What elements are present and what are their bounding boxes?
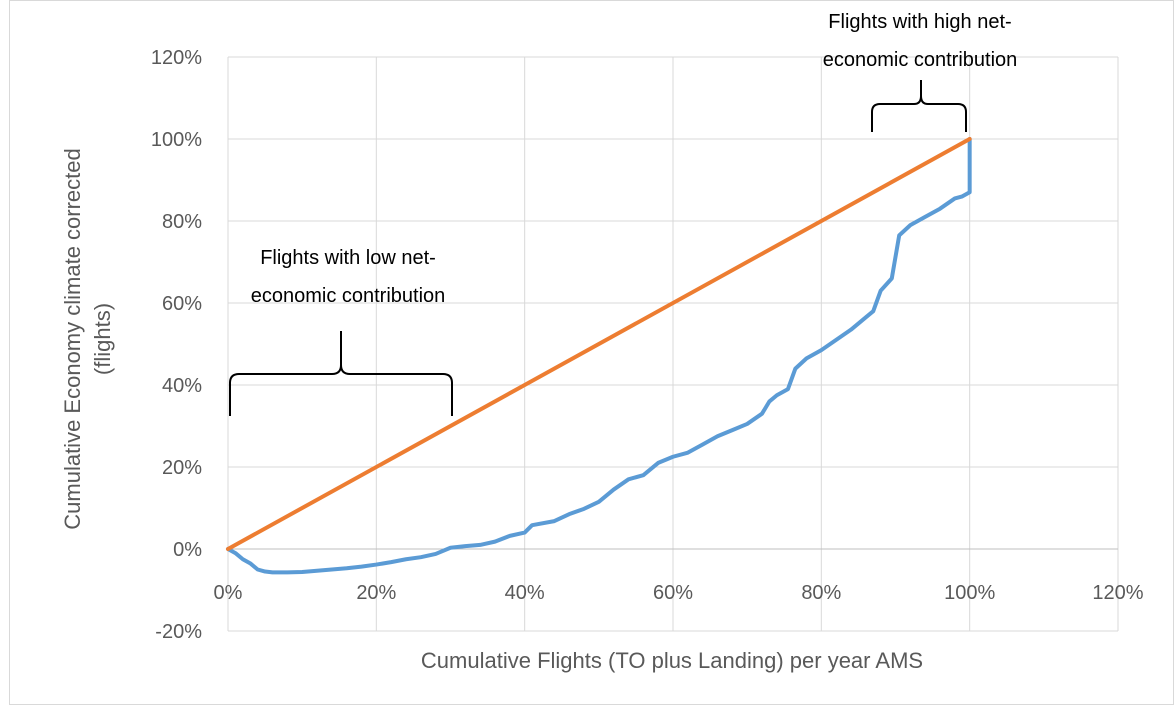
annotation-high-line-2: economic contribution: [823, 49, 1018, 71]
x-tick-labels: 0% 20% 40% 60% 80% 100% 120%: [214, 582, 1144, 604]
x-tick-label: 0%: [214, 582, 243, 604]
series-lines: [226, 137, 972, 575]
y-tick-label: 20%: [162, 457, 202, 479]
x-tick-label: 100%: [944, 582, 995, 604]
annotation-low: Flights with low net- economic contribut…: [229, 247, 453, 416]
series-line-cumulative-economy: [226, 137, 972, 575]
annotation-high: Flights with high net- economic contribu…: [823, 11, 1018, 132]
annotation-high-line-1: Flights with high net-: [828, 11, 1011, 33]
y-axis-title-line-2-text: (flights): [90, 303, 115, 375]
annotation-high-bracket: [871, 80, 967, 132]
y-tick-label: 100%: [151, 129, 202, 151]
annotation-low-line-2: economic contribution: [251, 285, 446, 307]
chart-area: [9, 0, 1174, 705]
y-tick-label: 80%: [162, 211, 202, 233]
annotation-low-line-1: Flights with low net-: [260, 247, 436, 269]
y-tick-label: 0%: [173, 539, 202, 561]
y-axis-title: Cumulative Economy climate corrected: [60, 148, 85, 529]
annotation-low-bracket: [229, 331, 453, 416]
x-axis-title: Cumulative Flights (TO plus Landing) per…: [421, 648, 923, 673]
y-tick-label: 40%: [162, 375, 202, 397]
gridlines: [227, 56, 1119, 632]
series-line-diagonal: [226, 137, 972, 551]
y-tick-label: -20%: [155, 621, 202, 643]
x-tick-label: 40%: [505, 582, 545, 604]
x-tick-label: 20%: [356, 582, 396, 604]
y-tick-label: 120%: [151, 47, 202, 69]
y-axis-title-line-1: Cumulative Economy climate corrected: [60, 148, 85, 529]
x-tick-label: 60%: [653, 582, 693, 604]
y-tick-labels: -20% 0% 20% 40% 60% 80% 100% 120%: [151, 47, 202, 643]
x-tick-label: 120%: [1092, 582, 1143, 604]
y-axis-title-line-2: (flights): [90, 303, 115, 375]
x-tick-label: 80%: [801, 582, 841, 604]
y-tick-label: 60%: [162, 293, 202, 315]
